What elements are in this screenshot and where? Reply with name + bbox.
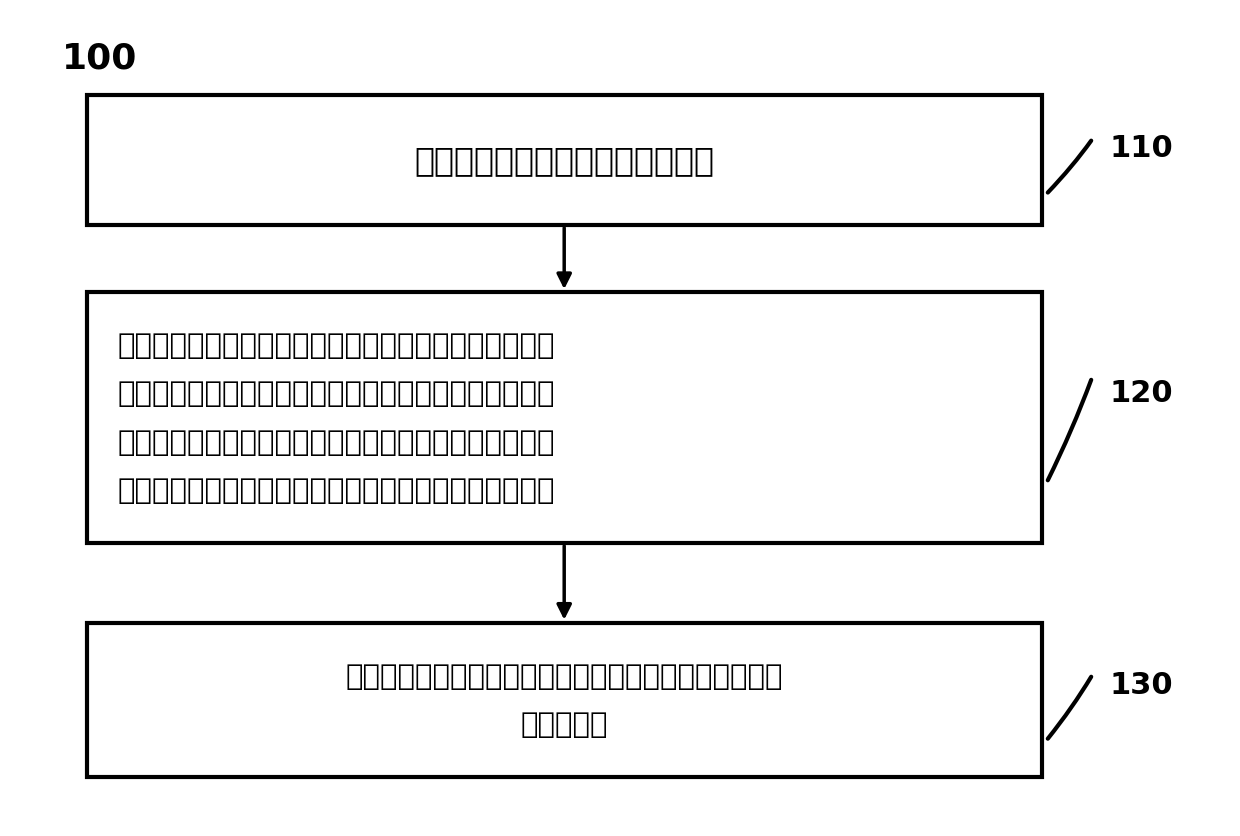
Text: 区域中所有颗粒在观测角度范围内的散射光信号；采用光: 区域中所有颗粒在观测角度范围内的散射光信号；采用光 <box>118 380 556 408</box>
Text: 基于各角度的散射光信号，通过反向推演，计算得到颗粒: 基于各角度的散射光信号，通过反向推演，计算得到颗粒 <box>346 662 782 690</box>
Text: 器采集观测角度范围内每个角度对应的独立的散射光信号: 器采集观测角度范围内每个角度对应的独立的散射光信号 <box>118 477 556 505</box>
Text: 物粒径分布: 物粒径分布 <box>521 711 608 738</box>
Bar <box>87 96 1042 226</box>
Text: 110: 110 <box>1110 134 1173 162</box>
Text: 100: 100 <box>62 42 138 76</box>
Bar <box>87 293 1042 543</box>
Text: 学镜头对散射光信号进行整形处理，之后，采用光电转换: 学镜头对散射光信号进行整形处理，之后，采用光电转换 <box>118 428 556 456</box>
Bar <box>87 623 1042 777</box>
Text: 采用曲面反射镜，在入射光入射方向的一侧，收集该待测: 采用曲面反射镜，在入射光入射方向的一侧，收集该待测 <box>118 331 556 359</box>
Text: 将入射光射向待测环境中待测区域: 将入射光射向待测环境中待测区域 <box>414 145 714 177</box>
Text: 130: 130 <box>1110 670 1173 699</box>
Text: 120: 120 <box>1110 379 1173 407</box>
